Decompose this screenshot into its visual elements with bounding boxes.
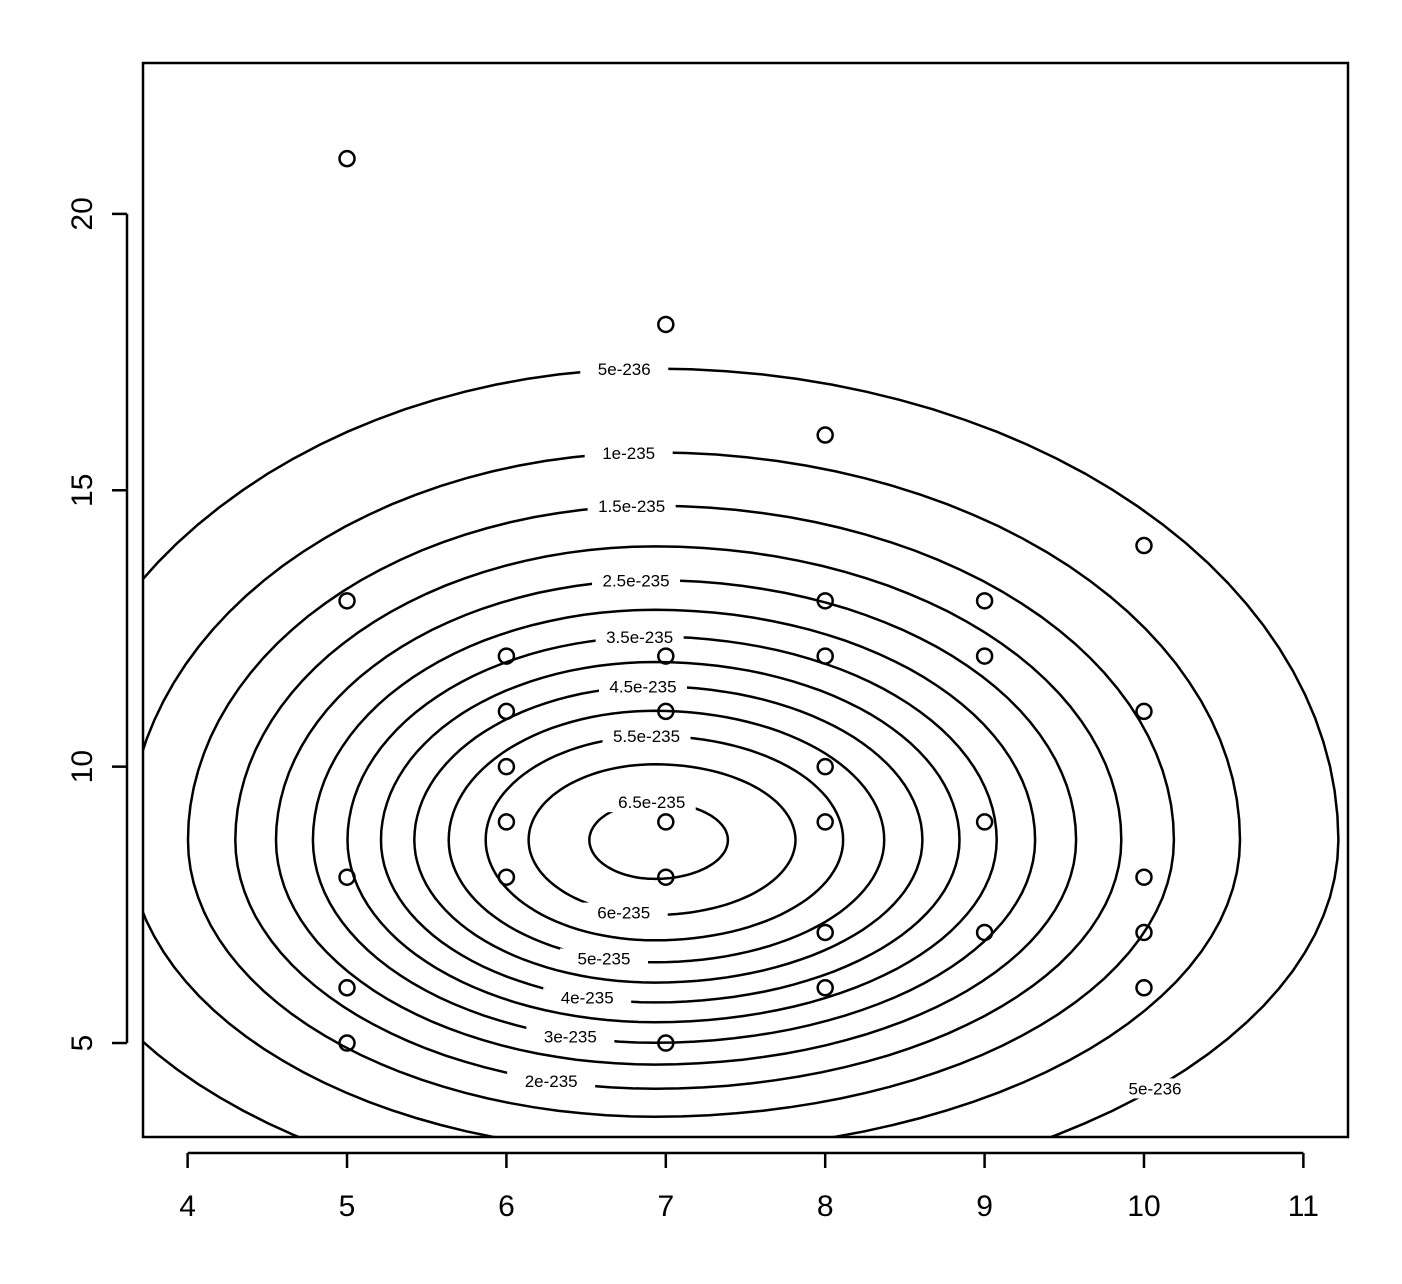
point xyxy=(657,1034,675,1052)
point xyxy=(657,813,675,831)
point xyxy=(816,757,834,776)
y-tick-label: 5 xyxy=(66,1035,99,1052)
contour-labels: 5e-236 5e-236 1e-235 1.5e-235 2e-235 2.5e-235… xyxy=(507,359,1200,1099)
contour-label-bg xyxy=(507,1070,596,1091)
point xyxy=(657,868,675,886)
point xyxy=(497,813,516,831)
contour-label-bg xyxy=(559,948,648,969)
point xyxy=(338,868,356,886)
contour-line xyxy=(234,545,1123,1090)
x-tick-label: 5 xyxy=(339,1190,356,1223)
point xyxy=(816,979,834,997)
contour-label: 4.5e-235 xyxy=(609,678,676,697)
point xyxy=(975,813,994,831)
contour-label: 6.5e-235 xyxy=(618,793,685,812)
contour-line xyxy=(186,504,1176,1118)
point xyxy=(816,426,834,444)
contour-label: 5e-236 xyxy=(1129,1079,1182,1098)
contour-label-bg xyxy=(602,726,691,747)
point xyxy=(657,315,675,334)
point xyxy=(1135,923,1153,942)
contour-label-bg xyxy=(580,359,669,380)
contour-line xyxy=(143,367,1340,1137)
contour-label-bg xyxy=(592,570,681,591)
point xyxy=(657,702,675,721)
point xyxy=(1135,868,1153,886)
contour-label: 1e-235 xyxy=(602,444,655,463)
point xyxy=(497,757,516,776)
axes: 4 5 6 7 8 9 10 11 5 10 15 20 xyxy=(66,197,1319,1223)
contour-label: 2e-235 xyxy=(525,1072,578,1091)
y-tick-label: 10 xyxy=(66,750,99,783)
contour-label: 5.5e-235 xyxy=(613,727,680,746)
point xyxy=(497,647,516,665)
contour-label-bg xyxy=(579,902,668,923)
contour-line xyxy=(143,451,1242,1137)
x-tick-label: 11 xyxy=(1288,1190,1319,1223)
x-tick-label: 4 xyxy=(179,1190,196,1223)
point xyxy=(338,1034,356,1052)
contour-label-bg xyxy=(607,792,696,813)
x-tick-label: 6 xyxy=(498,1190,515,1223)
points xyxy=(338,149,1153,1052)
point xyxy=(975,647,994,665)
contour-line xyxy=(588,800,730,881)
point xyxy=(657,647,675,665)
point xyxy=(1135,979,1153,997)
contour-label: 1.5e-235 xyxy=(598,497,665,516)
contour-label-bg xyxy=(1111,1078,1200,1099)
point xyxy=(338,979,356,997)
contour-line xyxy=(484,734,845,942)
y-tick-label: 20 xyxy=(66,197,99,230)
contour-label-bg xyxy=(526,1026,615,1047)
contour-label: 6e-235 xyxy=(597,904,650,923)
contour-label: 2.5e-235 xyxy=(602,572,669,591)
contour-line xyxy=(527,763,797,917)
point xyxy=(1135,536,1153,555)
contour-line xyxy=(274,578,1078,1066)
contour-label: 5e-236 xyxy=(598,360,651,379)
point xyxy=(497,702,516,721)
contour-label-bg xyxy=(587,496,676,517)
y-tick-label: 15 xyxy=(66,474,99,507)
contour-line xyxy=(379,660,961,1004)
contour-label: 4e-235 xyxy=(561,988,614,1007)
contour-label-bg xyxy=(598,676,687,697)
point xyxy=(816,592,834,610)
contour-label-bg xyxy=(543,987,632,1008)
point xyxy=(497,868,516,886)
contour-label-bg xyxy=(584,442,673,463)
x-tick-label: 10 xyxy=(1127,1190,1160,1223)
contour-label-bg xyxy=(595,626,684,647)
contour-label: 3.5e-235 xyxy=(606,628,673,647)
contour-label: 5e-235 xyxy=(577,949,630,968)
point xyxy=(338,149,356,168)
plot-frame xyxy=(141,61,1350,1139)
point xyxy=(816,813,834,831)
x-tick-label: 9 xyxy=(976,1190,993,1223)
x-tick-label: 8 xyxy=(817,1190,834,1223)
point xyxy=(975,923,994,942)
contour-line xyxy=(311,608,1037,1044)
point xyxy=(338,592,356,610)
contour-line xyxy=(413,685,924,984)
contour-line xyxy=(447,709,886,964)
point xyxy=(975,592,994,610)
point xyxy=(1135,702,1153,721)
x-tick-label: 7 xyxy=(657,1190,674,1223)
contour-label: 3e-235 xyxy=(544,1027,597,1046)
point xyxy=(816,647,834,665)
point xyxy=(816,923,834,942)
